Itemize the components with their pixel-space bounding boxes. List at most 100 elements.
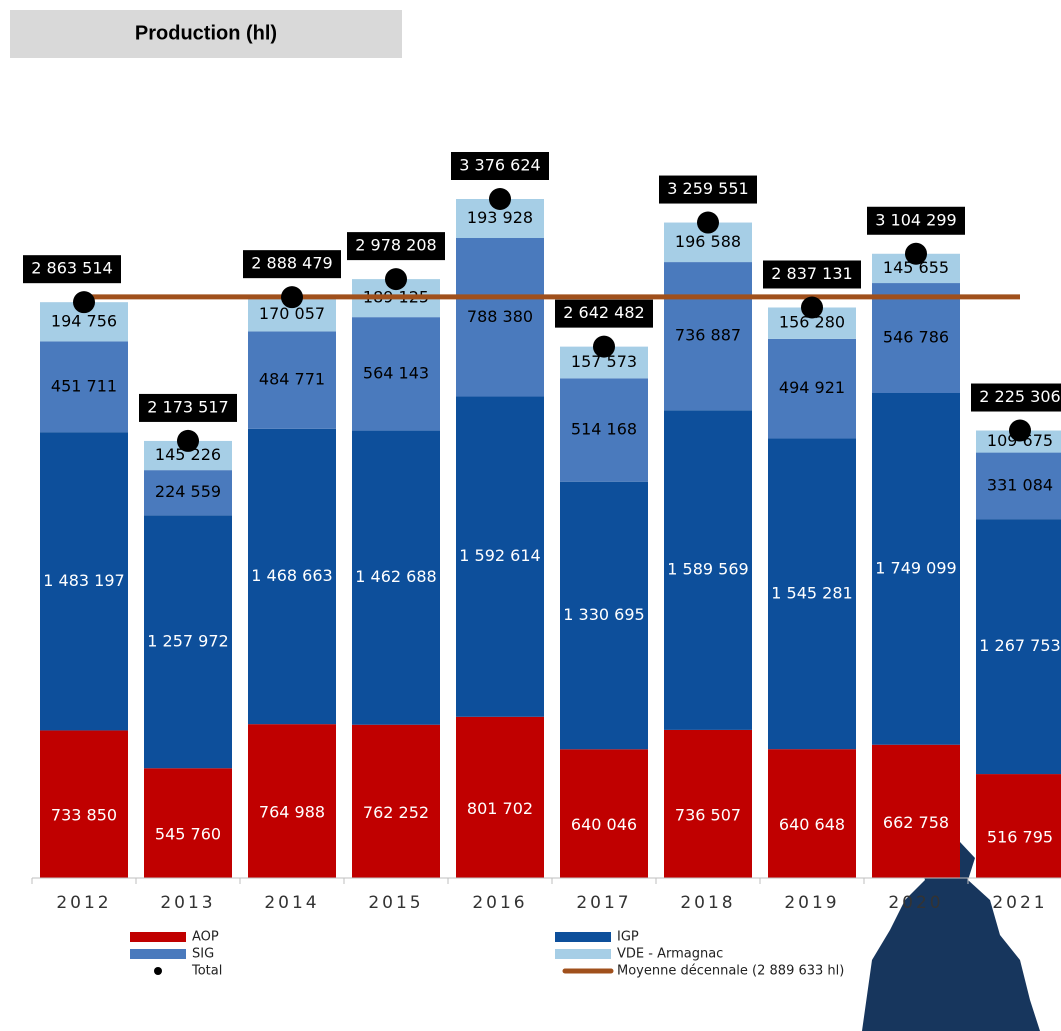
bar-segment [872,283,960,394]
data-label: 640 046 [571,815,637,834]
data-label: 1 468 663 [251,566,332,585]
bar-segment [352,317,440,431]
total-label: 2 888 479 [251,254,332,273]
bar-segment [976,774,1061,878]
data-label: 1 462 688 [355,567,436,586]
bar-segment [248,724,336,878]
total-label: 2 978 208 [355,236,436,255]
data-label: 156 280 [779,313,845,332]
data-label: 564 143 [363,363,429,382]
data-label: 331 084 [987,475,1053,494]
total-dot [385,268,407,291]
data-label: 546 786 [883,328,949,347]
bar-segment [976,430,1061,453]
total-dot [905,242,927,265]
bar-segment [40,341,128,433]
data-label: 1 749 099 [875,558,956,577]
bar-segment [144,515,232,769]
total-label-box [451,152,549,180]
total-dot [593,335,615,358]
legend-label: AOP [192,930,219,945]
bar-segment [352,430,440,725]
bar-segment [456,716,544,878]
legend-label: SIG [192,947,214,962]
bar-segment [664,410,752,730]
x-tick-label: 2013 [160,893,215,913]
bar-segment [352,724,440,878]
total-dot [801,296,823,319]
total-label-box [23,255,121,284]
x-tick-label: 2017 [576,893,631,913]
x-tick-label: 2015 [368,893,423,913]
data-label: 514 168 [571,420,637,439]
total-label: 3 104 299 [875,210,956,229]
total-label-box [555,299,653,328]
data-label: 764 988 [259,803,325,822]
total-dot [1009,419,1031,442]
data-label: 484 771 [259,370,325,389]
bar-segment [560,749,648,878]
bar-segment [248,331,336,429]
chart-title: Production (hl) [135,22,277,44]
total-label: 2 225 306 [979,387,1060,406]
bar-segment [456,237,544,397]
data-label: 1 483 197 [43,571,124,590]
data-label: 1 589 569 [667,560,748,579]
bar-segment [560,481,648,750]
bar-segment [872,393,960,745]
data-label: 1 592 614 [459,546,540,565]
x-tick-label: 2016 [472,893,527,913]
x-tick-label: 2020 [888,893,943,913]
data-label: 194 756 [51,311,117,330]
bar-segment [144,470,232,516]
bar-segment [976,452,1061,520]
total-dot [73,291,95,314]
bar-segment [40,432,128,731]
total-label-box [971,383,1061,412]
data-label: 145 226 [155,445,221,464]
bar-segment [768,338,856,439]
total-label: 2 837 131 [771,264,852,283]
total-label: 2 173 517 [147,397,228,416]
bar-segment [560,378,648,482]
x-tick-label: 2014 [264,893,319,913]
total-label: 2 642 482 [563,303,644,322]
bar-segment [664,262,752,411]
data-label: 451 711 [51,376,117,395]
bar-segment [664,729,752,878]
data-label: 788 380 [467,307,533,326]
total-label-box [243,250,341,279]
x-tick-label: 2019 [784,893,839,913]
data-label: 801 702 [467,799,533,818]
data-label: 196 588 [675,232,741,251]
bar-segment [768,438,856,750]
total-label-box [139,393,237,422]
bar-segment [144,768,232,878]
data-label: 170 057 [259,304,325,323]
legend-swatch [154,967,162,975]
bar-segment [456,396,544,717]
title-box [10,10,402,58]
data-label: 762 252 [363,803,429,822]
map-decoration [862,842,1040,1031]
data-label: 1 257 972 [147,631,228,650]
legend-label: Moyenne décennale (2 889 633 hl) [617,964,844,979]
data-label: 733 850 [51,806,117,825]
data-label: 224 559 [155,482,221,501]
total-label: 3 259 551 [667,179,748,198]
total-dot [281,286,303,309]
total-label: 3 376 624 [459,156,540,175]
data-label: 1 330 695 [563,605,644,624]
x-tick-label: 2012 [56,893,111,913]
legend-swatch [555,949,611,959]
bar-segment [40,730,128,878]
bar-segment [976,519,1061,775]
total-label-box [763,260,861,289]
total-dot [177,429,199,452]
bar-segment [872,744,960,878]
legend-swatch [130,932,186,942]
legend-label: IGP [617,930,639,945]
legend-swatch [130,949,186,959]
total-dot [697,211,719,234]
